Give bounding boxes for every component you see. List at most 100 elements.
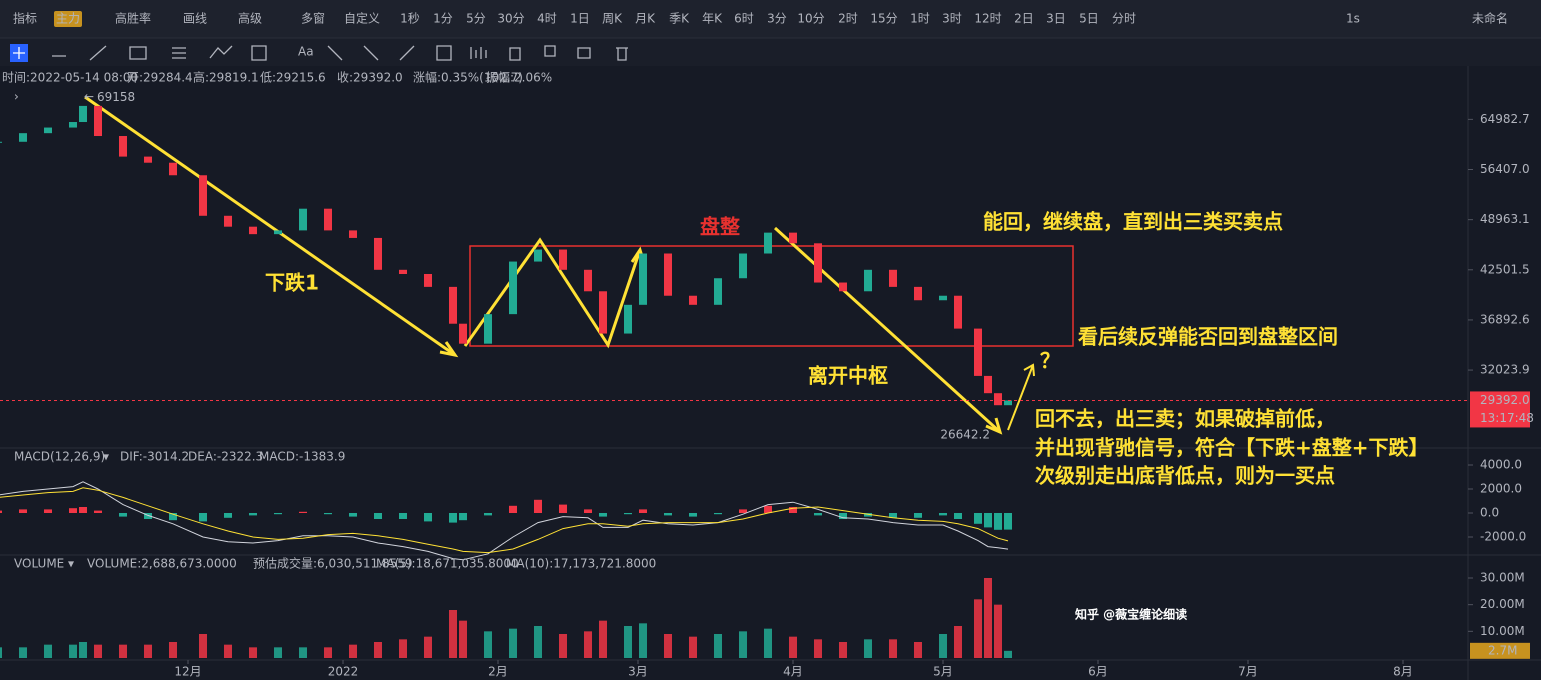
macd-bar bbox=[814, 513, 822, 516]
volume-bar bbox=[739, 631, 747, 658]
toolbar-item[interactable]: 5分 bbox=[466, 12, 486, 26]
macd-bar bbox=[249, 513, 257, 516]
candle-body bbox=[914, 286, 922, 301]
range-zigzag bbox=[463, 237, 642, 349]
toolbar-item[interactable]: 1秒 bbox=[400, 12, 420, 26]
indicator-legend: VOLUME bbox=[14, 557, 64, 571]
toolbar-item[interactable]: 3分 bbox=[767, 12, 787, 26]
toolbar-item[interactable]: 多窗 bbox=[301, 12, 325, 26]
toolbar-item[interactable]: 分时 bbox=[1112, 12, 1136, 26]
candle-body bbox=[664, 253, 672, 296]
toolbar-item[interactable]: 年K bbox=[702, 12, 723, 26]
last-volume: 2.7M bbox=[1488, 643, 1517, 657]
toolbar-item[interactable]: 30分 bbox=[497, 12, 524, 26]
volume-bar bbox=[509, 628, 517, 658]
volume-bar bbox=[249, 647, 257, 658]
macd-bar bbox=[274, 513, 282, 515]
toolbar-item[interactable]: 自定义 bbox=[344, 11, 380, 26]
toolbar-item[interactable]: 高胜率 bbox=[115, 11, 151, 26]
candle-body bbox=[94, 105, 102, 137]
toolbar-item[interactable]: 2日 bbox=[1014, 12, 1034, 26]
toolbar-item[interactable]: 月K bbox=[635, 12, 656, 26]
leave-line bbox=[773, 226, 1002, 434]
toolbar-item[interactable]: 12时 bbox=[974, 12, 1001, 26]
toolbar-item[interactable]: 1时 bbox=[910, 12, 930, 26]
ohlc-info: 涨幅:0.35%(102.7) bbox=[413, 70, 523, 85]
macd-bar bbox=[864, 513, 872, 517]
volume-bar bbox=[424, 636, 432, 658]
draw-tool-icons bbox=[10, 44, 628, 62]
toolbar-item[interactable]: 指标 bbox=[13, 11, 37, 26]
ohlc-info: 收:29392.0 bbox=[337, 71, 403, 85]
macd-bar bbox=[974, 513, 982, 524]
text-tool[interactable]: Aa bbox=[298, 45, 314, 59]
volume-bar bbox=[19, 647, 27, 658]
toolbar-item[interactable]: 季K bbox=[669, 12, 690, 26]
last-price-tag bbox=[1470, 391, 1530, 428]
y-tick-label: 32023.9 bbox=[1480, 363, 1530, 377]
toolbar-item[interactable]: 6时 bbox=[734, 12, 754, 26]
volume-bar bbox=[324, 647, 332, 658]
candle-body bbox=[639, 253, 647, 305]
volume-bar bbox=[144, 644, 152, 658]
volume-bar bbox=[299, 647, 307, 658]
toolbar-item[interactable]: 画线 bbox=[183, 12, 207, 26]
candle-body bbox=[624, 304, 632, 334]
annotation: 看后续反弹能否回到盘整区间 bbox=[1078, 325, 1338, 349]
x-tick-label: 4月 bbox=[783, 665, 803, 679]
last-price: 29392.0 bbox=[1480, 393, 1530, 407]
x-tick-label: 6月 bbox=[1088, 665, 1108, 679]
macd-bar bbox=[739, 509, 747, 513]
toolbar-item[interactable]: 主力 bbox=[56, 12, 80, 26]
y-tick-label: 4000.0 bbox=[1480, 458, 1522, 472]
candle-body bbox=[714, 278, 722, 305]
macd-bar bbox=[714, 513, 722, 515]
toolbar-item[interactable]: 高级 bbox=[238, 11, 262, 26]
toolbar-item[interactable]: 4时 bbox=[537, 12, 557, 26]
toolbar-item[interactable]: 1s bbox=[1346, 12, 1360, 26]
candle-body bbox=[224, 215, 232, 227]
toolbar-item[interactable]: 2时 bbox=[838, 12, 858, 26]
ohlc-info: 时间:2022-05-14 08:00 bbox=[2, 71, 138, 85]
toolbar-item[interactable]: 1日 bbox=[570, 12, 590, 26]
toolbar-item[interactable]: 1分 bbox=[433, 12, 453, 26]
toolbar-item[interactable]: 15分 bbox=[870, 12, 897, 26]
volume-bar bbox=[954, 626, 962, 658]
candle-body bbox=[599, 291, 607, 334]
macd-bar bbox=[639, 509, 647, 513]
macd-bar bbox=[1004, 513, 1012, 530]
candle-body bbox=[79, 105, 87, 123]
toolbar-item[interactable]: 3时 bbox=[942, 12, 962, 26]
expand-glyph: › bbox=[14, 90, 19, 104]
annotation: ？ bbox=[1040, 349, 1060, 373]
volume-bar bbox=[984, 578, 992, 658]
candle-body bbox=[954, 295, 962, 329]
volume-bar bbox=[484, 631, 492, 658]
macd-bar bbox=[584, 509, 592, 513]
indicator-legend: MACD:-1383.9 bbox=[259, 450, 345, 464]
toolbar-item[interactable]: 未命名 bbox=[1472, 11, 1508, 26]
toolbar-item[interactable]: 3日 bbox=[1046, 12, 1066, 26]
low-label: 26642.2 bbox=[940, 428, 990, 442]
macd-bar bbox=[19, 509, 27, 513]
volume-bar bbox=[44, 644, 52, 658]
volume-bar bbox=[814, 639, 822, 658]
macd-bar bbox=[534, 499, 542, 513]
toolbar-item[interactable]: 周K bbox=[602, 12, 623, 26]
arrow-head bbox=[985, 417, 1003, 435]
candle-body bbox=[534, 249, 542, 262]
annotation: 下跌1 bbox=[265, 271, 319, 295]
toolbar-item[interactable]: 5日 bbox=[1079, 12, 1099, 26]
volume-bar bbox=[994, 604, 1002, 658]
toolbar-item[interactable]: 10分 bbox=[797, 12, 824, 26]
candle-body bbox=[689, 295, 697, 305]
candle-body bbox=[584, 269, 592, 292]
volume-bar bbox=[534, 626, 542, 658]
annotation: 盘整 bbox=[700, 215, 740, 239]
indicator-legend: 预估成交量:6,030,511.8559 bbox=[253, 556, 412, 571]
x-tick-label: 3月 bbox=[628, 665, 648, 679]
y-tick-label: 36892.6 bbox=[1480, 312, 1530, 326]
candle-body bbox=[449, 286, 457, 324]
candle-body bbox=[864, 269, 872, 292]
